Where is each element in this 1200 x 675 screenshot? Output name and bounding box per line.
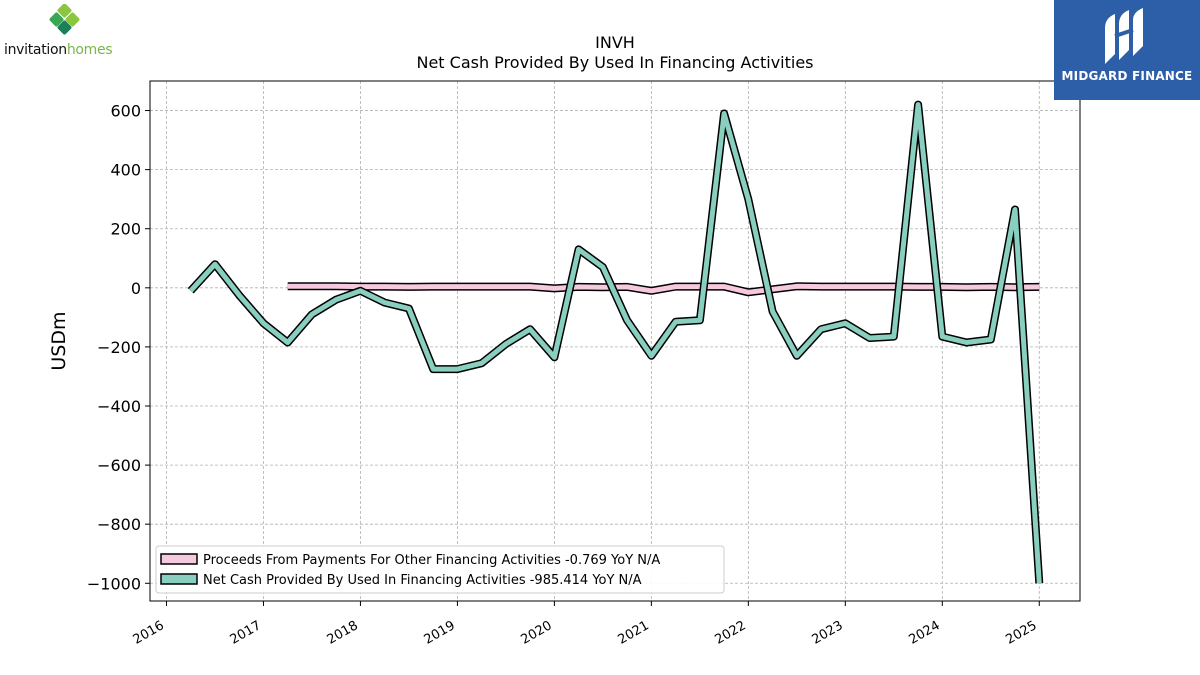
y-tick-label: −400 (97, 397, 141, 416)
y-tick-label: −1000 (87, 574, 141, 593)
series-line (188, 102, 1042, 584)
x-tick-label: 2025 (1003, 618, 1039, 648)
y-tick-label: 600 (110, 102, 141, 121)
series-line (287, 283, 1040, 295)
y-axis: 600 400 200 0 −200 −400 −600 −800 −1000 (87, 102, 150, 593)
x-axis: 2016 2017 2018 2019 2020 2021 2022 2023 2024 2025 (131, 601, 1040, 648)
legend-label: Proceeds From Payments For Other Financi… (203, 553, 660, 568)
x-tick-label: 2023 (809, 618, 845, 648)
chart-subtitle: Net Cash Provided By Used In Financing A… (416, 53, 814, 72)
y-tick-label: −200 (97, 338, 141, 357)
legend-swatch (160, 573, 198, 585)
series-layer (187, 100, 1044, 584)
x-tick-label: 2016 (131, 618, 167, 648)
legend-box (155, 545, 725, 594)
legend-swatch (160, 553, 198, 565)
series-1 (187, 100, 1044, 584)
x-tick-label: 2022 (713, 618, 749, 648)
x-tick-label: 2017 (228, 618, 264, 648)
y-axis-label: USDm (48, 311, 70, 370)
logo-wordmark: invitationhomes (4, 42, 113, 58)
midgard-finance-logo: MIDGARD FINANCE (1054, 0, 1200, 100)
legend: Proceeds From Payments For Other Financi… (155, 545, 725, 594)
x-tick-label: 2019 (422, 618, 458, 648)
y-tick-label: 200 (110, 220, 141, 239)
x-tick-label: 2021 (616, 618, 652, 648)
y-tick-label: 400 (110, 161, 141, 180)
brand-name: MIDGARD FINANCE (1061, 69, 1193, 83)
y-tick-label: −800 (97, 515, 141, 534)
y-tick-label: 0 (131, 279, 141, 298)
y-tick-label: −600 (97, 456, 141, 475)
x-tick-label: 2024 (906, 618, 942, 648)
clover-icon (49, 4, 80, 35)
invitation-homes-logo: invitationhomes (4, 4, 134, 60)
grid-lines (150, 81, 1080, 601)
legend-label: Net Cash Provided By Used In Financing A… (203, 573, 642, 588)
series-0 (287, 282, 1040, 297)
x-tick-label: 2018 (325, 618, 361, 648)
chart-title: INVH (595, 33, 635, 52)
x-tick-label: 2020 (519, 618, 555, 648)
midgard-monogram-icon (1105, 8, 1143, 64)
plot-area-frame (149, 80, 1081, 602)
